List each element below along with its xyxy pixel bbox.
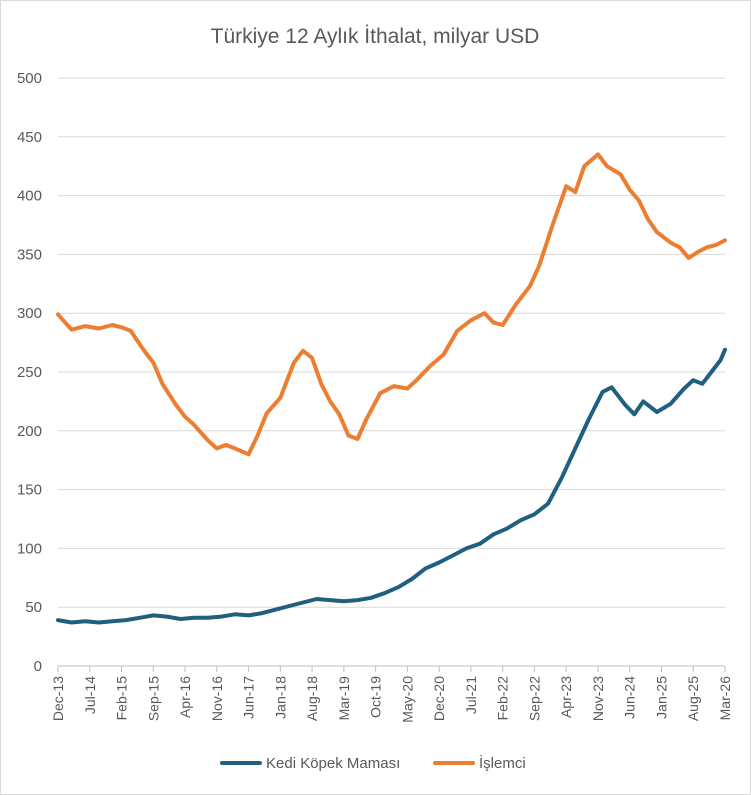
series-line-0	[56, 347, 727, 625]
y-tick-label: 350	[17, 246, 42, 263]
x-tick-label: Jul-14	[82, 676, 98, 714]
y-tick-label: 300	[17, 305, 42, 322]
x-tick-label: Jun-17	[241, 676, 257, 719]
x-tick-label: Mar-19	[336, 676, 352, 721]
x-tick-label: Mar-26	[717, 676, 733, 721]
series-line-1	[56, 152, 727, 457]
y-tick-label: 150	[17, 482, 42, 499]
y-tick-label: 400	[17, 188, 42, 205]
x-axis: Dec-13 Jul-14 Feb-15 Sep-15 Apr-16 Nov-16 Jun-…	[50, 665, 733, 723]
x-tick-label: Feb-22	[495, 676, 511, 721]
y-tick-label: 450	[17, 129, 42, 146]
series-lines	[56, 152, 727, 625]
chart-title: Türkiye 12 Aylık İthalat, milyar USD	[211, 25, 540, 48]
y-tick-label: 50	[25, 599, 42, 616]
legend-label-1: İşlemci	[479, 754, 526, 772]
x-tick-label: Oct-19	[368, 676, 384, 718]
x-tick-label: Jun-24	[622, 676, 638, 719]
x-tick-label: Dec-13	[50, 676, 66, 721]
legend: Kedi Köpek Maması İşlemci	[220, 754, 526, 772]
y-axis-tick-labels: 0 50 100 150 200 250 300 350 400 450 500	[17, 70, 42, 675]
y-tick-label: 100	[17, 540, 42, 557]
x-tick-label: Nov-23	[590, 676, 606, 721]
x-tick-label: Apr-16	[177, 676, 193, 718]
x-tick-label: Sep-15	[145, 676, 161, 721]
x-tick-label: Aug-25	[685, 676, 701, 721]
x-tick-label: Feb-15	[114, 676, 130, 721]
x-tick-label: Aug-18	[304, 676, 320, 721]
x-tick-label: May-20	[399, 676, 415, 723]
x-tick-label: Nov-16	[209, 676, 225, 721]
x-tick-label: Dec-20	[431, 676, 447, 721]
legend-label-0: Kedi Köpek Maması	[266, 755, 400, 772]
x-tick-label: Jul-21	[463, 676, 479, 714]
x-tick-label: Sep-22	[526, 676, 542, 721]
x-tick-label: Jan-18	[272, 676, 288, 719]
x-tick-label: Apr-23	[558, 676, 574, 718]
x-tick-label: Jan-25	[653, 676, 669, 719]
y-tick-label: 500	[17, 70, 42, 87]
y-tick-label: 200	[17, 423, 42, 440]
y-tick-label: 0	[34, 658, 42, 675]
y-tick-label: 250	[17, 364, 42, 381]
